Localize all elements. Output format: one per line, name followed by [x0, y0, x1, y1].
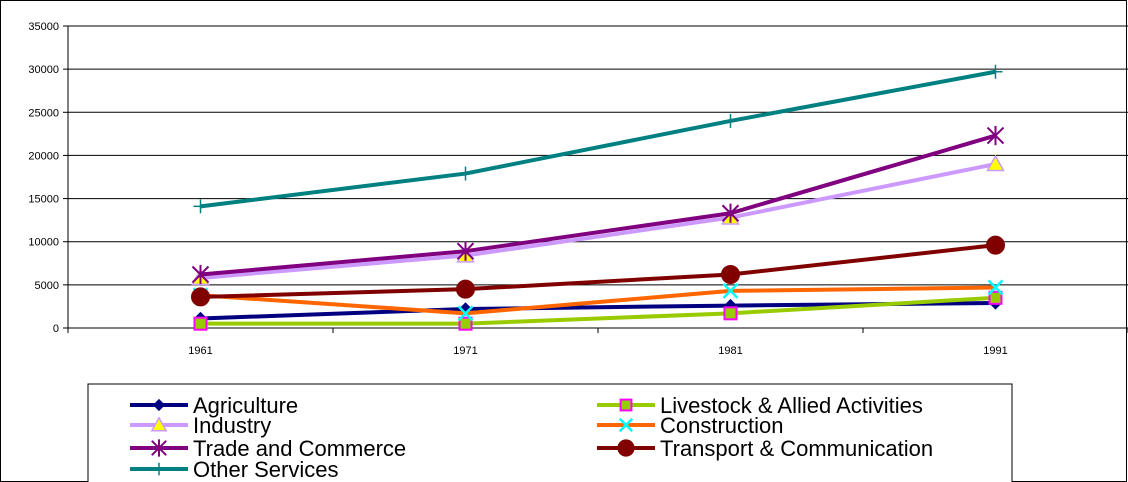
y-tick-label: 0: [53, 323, 59, 335]
series-line: [201, 164, 996, 278]
legend-marker: [618, 440, 634, 456]
series-6: [194, 65, 1003, 214]
data-point: [457, 280, 475, 298]
series-lines: [192, 65, 1005, 330]
x-tick-label: 1981: [718, 345, 742, 357]
marker-shape: [722, 266, 740, 284]
y-tick-label: 35000: [28, 21, 59, 33]
series-line: [201, 136, 996, 275]
legend-label: Construction: [660, 413, 784, 438]
series-5: [192, 236, 1005, 306]
data-point: [990, 292, 1002, 304]
y-tick-label: 20000: [28, 150, 59, 162]
data-point: [460, 318, 472, 330]
y-tick-label: 15000: [28, 194, 59, 206]
legend-label: Industry: [193, 413, 271, 438]
data-point: [459, 167, 473, 181]
marker-shape: [621, 400, 632, 411]
series-line: [201, 287, 996, 313]
data-point: [724, 114, 738, 128]
x-tick-label: 1961: [188, 345, 212, 357]
series-4: [193, 126, 1004, 284]
data-point: [722, 266, 740, 284]
data-point: [725, 307, 737, 319]
data-point: [195, 318, 207, 330]
marker-shape: [195, 318, 207, 330]
marker-shape: [987, 236, 1005, 254]
data-point: [987, 236, 1005, 254]
marker-shape: [725, 307, 737, 319]
data-point: [192, 288, 210, 306]
x-tick-label: 1991: [983, 345, 1007, 357]
y-tick-label: 30000: [28, 64, 59, 76]
series-1: [195, 292, 1002, 330]
marker-shape: [457, 280, 475, 298]
data-point: [989, 65, 1003, 79]
y-tick-label: 5000: [35, 280, 59, 292]
legend-label: Transport & Communication: [660, 436, 933, 461]
marker-shape: [618, 440, 634, 456]
marker-shape: [192, 288, 210, 306]
legend: Agriculture Livestock & Allied Activities…: [88, 384, 1012, 482]
legend-label: Other Services: [193, 457, 339, 482]
y-tick-label: 25000: [28, 107, 59, 119]
marker-shape: [990, 292, 1002, 304]
gridlines: [68, 26, 1128, 285]
y-tick-label: 10000: [28, 237, 59, 249]
legend-marker: [621, 400, 632, 411]
data-point: [194, 199, 208, 213]
marker-shape: [460, 318, 472, 330]
x-tick-label: 1971: [453, 345, 477, 357]
